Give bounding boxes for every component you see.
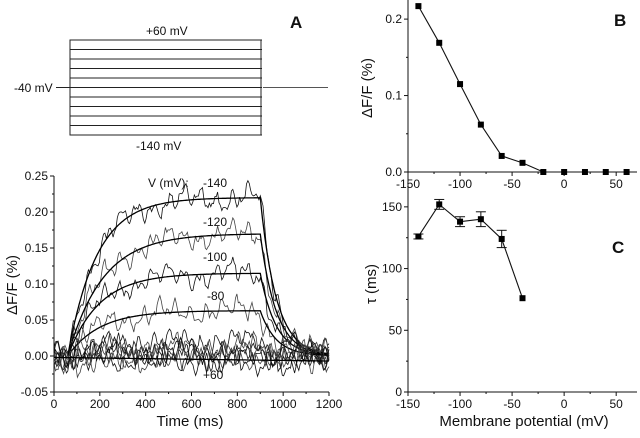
x-tick-label: 1200 — [316, 397, 343, 411]
trace-label-m120: -120 — [203, 215, 227, 229]
fit-curve-60 — [53, 356, 329, 362]
trace-label-m100: -100 — [203, 250, 227, 264]
trace-20 — [53, 332, 330, 377]
y-tick-label: 0.05 — [25, 313, 49, 327]
amplitude-ylabel: ΔF/F (%) — [359, 58, 376, 118]
fit-curve--120 — [67, 233, 330, 357]
y-tick-label: 100 — [382, 262, 402, 276]
fit-curve--140 — [67, 197, 330, 357]
x-tick-label: -150 — [396, 397, 420, 411]
voltage-protocol — [56, 39, 328, 136]
data-point — [436, 39, 443, 46]
x-tick-label: -100 — [448, 397, 472, 411]
x-tick-label: 800 — [227, 397, 247, 411]
data-point — [477, 216, 484, 223]
fit-curve--100 — [67, 272, 330, 357]
data-point — [457, 81, 464, 88]
y-tick-label: 0.20 — [25, 205, 49, 219]
trace-label-p60: +60 — [203, 368, 224, 382]
data-point — [457, 218, 464, 225]
x-tick-label: -100 — [448, 177, 472, 191]
data-point — [519, 159, 526, 166]
tau-chart: -150 -100 -50 0 50 0 50 100 150 — [382, 176, 637, 411]
panel-label-a: A — [290, 13, 302, 32]
y-tick-label: 0.00 — [25, 349, 49, 363]
traces-chart: 0 200 400 600 800 1000 1200 -0.05 0.00 0.05 0.10 0.… — [21, 169, 343, 411]
panel-label-b: B — [614, 11, 626, 30]
data-point — [581, 169, 588, 175]
y-tick-label: 150 — [382, 200, 402, 214]
x-tick-label: 0 — [561, 177, 568, 191]
x-tick-label: 0 — [561, 397, 568, 411]
tau-xlabel: Membrane potential (mV) — [439, 413, 608, 430]
y-tick-label: 0.2 — [385, 12, 402, 26]
y-tick-label: 0 — [395, 385, 402, 399]
data-point — [436, 201, 443, 208]
x-tick-label: 1000 — [270, 397, 297, 411]
y-tick-label: 0.0 — [385, 165, 402, 179]
series-line — [417, 5, 627, 173]
trace--40 — [53, 330, 330, 370]
x-tick-label: -50 — [503, 397, 521, 411]
x-tick-label: 400 — [136, 397, 156, 411]
trace--120 — [53, 216, 330, 372]
y-tick-label: 0.10 — [25, 277, 49, 291]
traces-ylabel: ΔF/F (%) — [4, 255, 21, 315]
legend-header: V (mV): — [148, 176, 189, 190]
data-point — [623, 169, 630, 175]
series-line — [417, 203, 524, 299]
y-tick-label: 0.25 — [25, 169, 49, 183]
data-point — [519, 295, 526, 302]
data-point — [540, 169, 547, 175]
data-point — [498, 235, 505, 242]
x-tick-label: 200 — [90, 397, 110, 411]
x-tick-label: -50 — [503, 177, 521, 191]
x-tick-label: 600 — [181, 397, 201, 411]
data-point — [561, 169, 568, 175]
trace--20 — [53, 335, 330, 374]
trace-60 — [53, 340, 330, 378]
trace-label-m80: -80 — [207, 289, 225, 303]
amplitude-chart: -150 -100 -50 0 500.00.10.2 — [385, 0, 637, 191]
data-point — [415, 233, 422, 240]
y-tick-label: -0.05 — [21, 385, 49, 399]
data-point — [415, 3, 422, 10]
x-tick-label: 50 — [610, 397, 624, 411]
protocol-top-label: +60 mV — [146, 24, 188, 38]
data-point — [477, 121, 484, 128]
x-tick-label: 0 — [51, 397, 58, 411]
tau-ylabel: τ (ms) — [363, 264, 380, 304]
fit-curve--80 — [67, 310, 330, 357]
x-tick-label: 50 — [610, 177, 624, 191]
protocol-hold-label: -40 mV — [14, 81, 53, 95]
y-tick-label: 0.15 — [25, 241, 49, 255]
trace--140 — [53, 179, 330, 366]
data-point — [602, 169, 609, 175]
y-tick-label: 50 — [389, 323, 403, 337]
y-tick-label: 0.1 — [385, 89, 402, 103]
trace-label-m140: -140 — [203, 176, 227, 190]
traces-xlabel: Time (ms) — [157, 413, 224, 430]
panel-label-c: C — [612, 238, 624, 257]
data-point — [498, 152, 505, 159]
trace--80 — [53, 293, 330, 372]
protocol-bottom-label: -140 mV — [136, 139, 181, 153]
